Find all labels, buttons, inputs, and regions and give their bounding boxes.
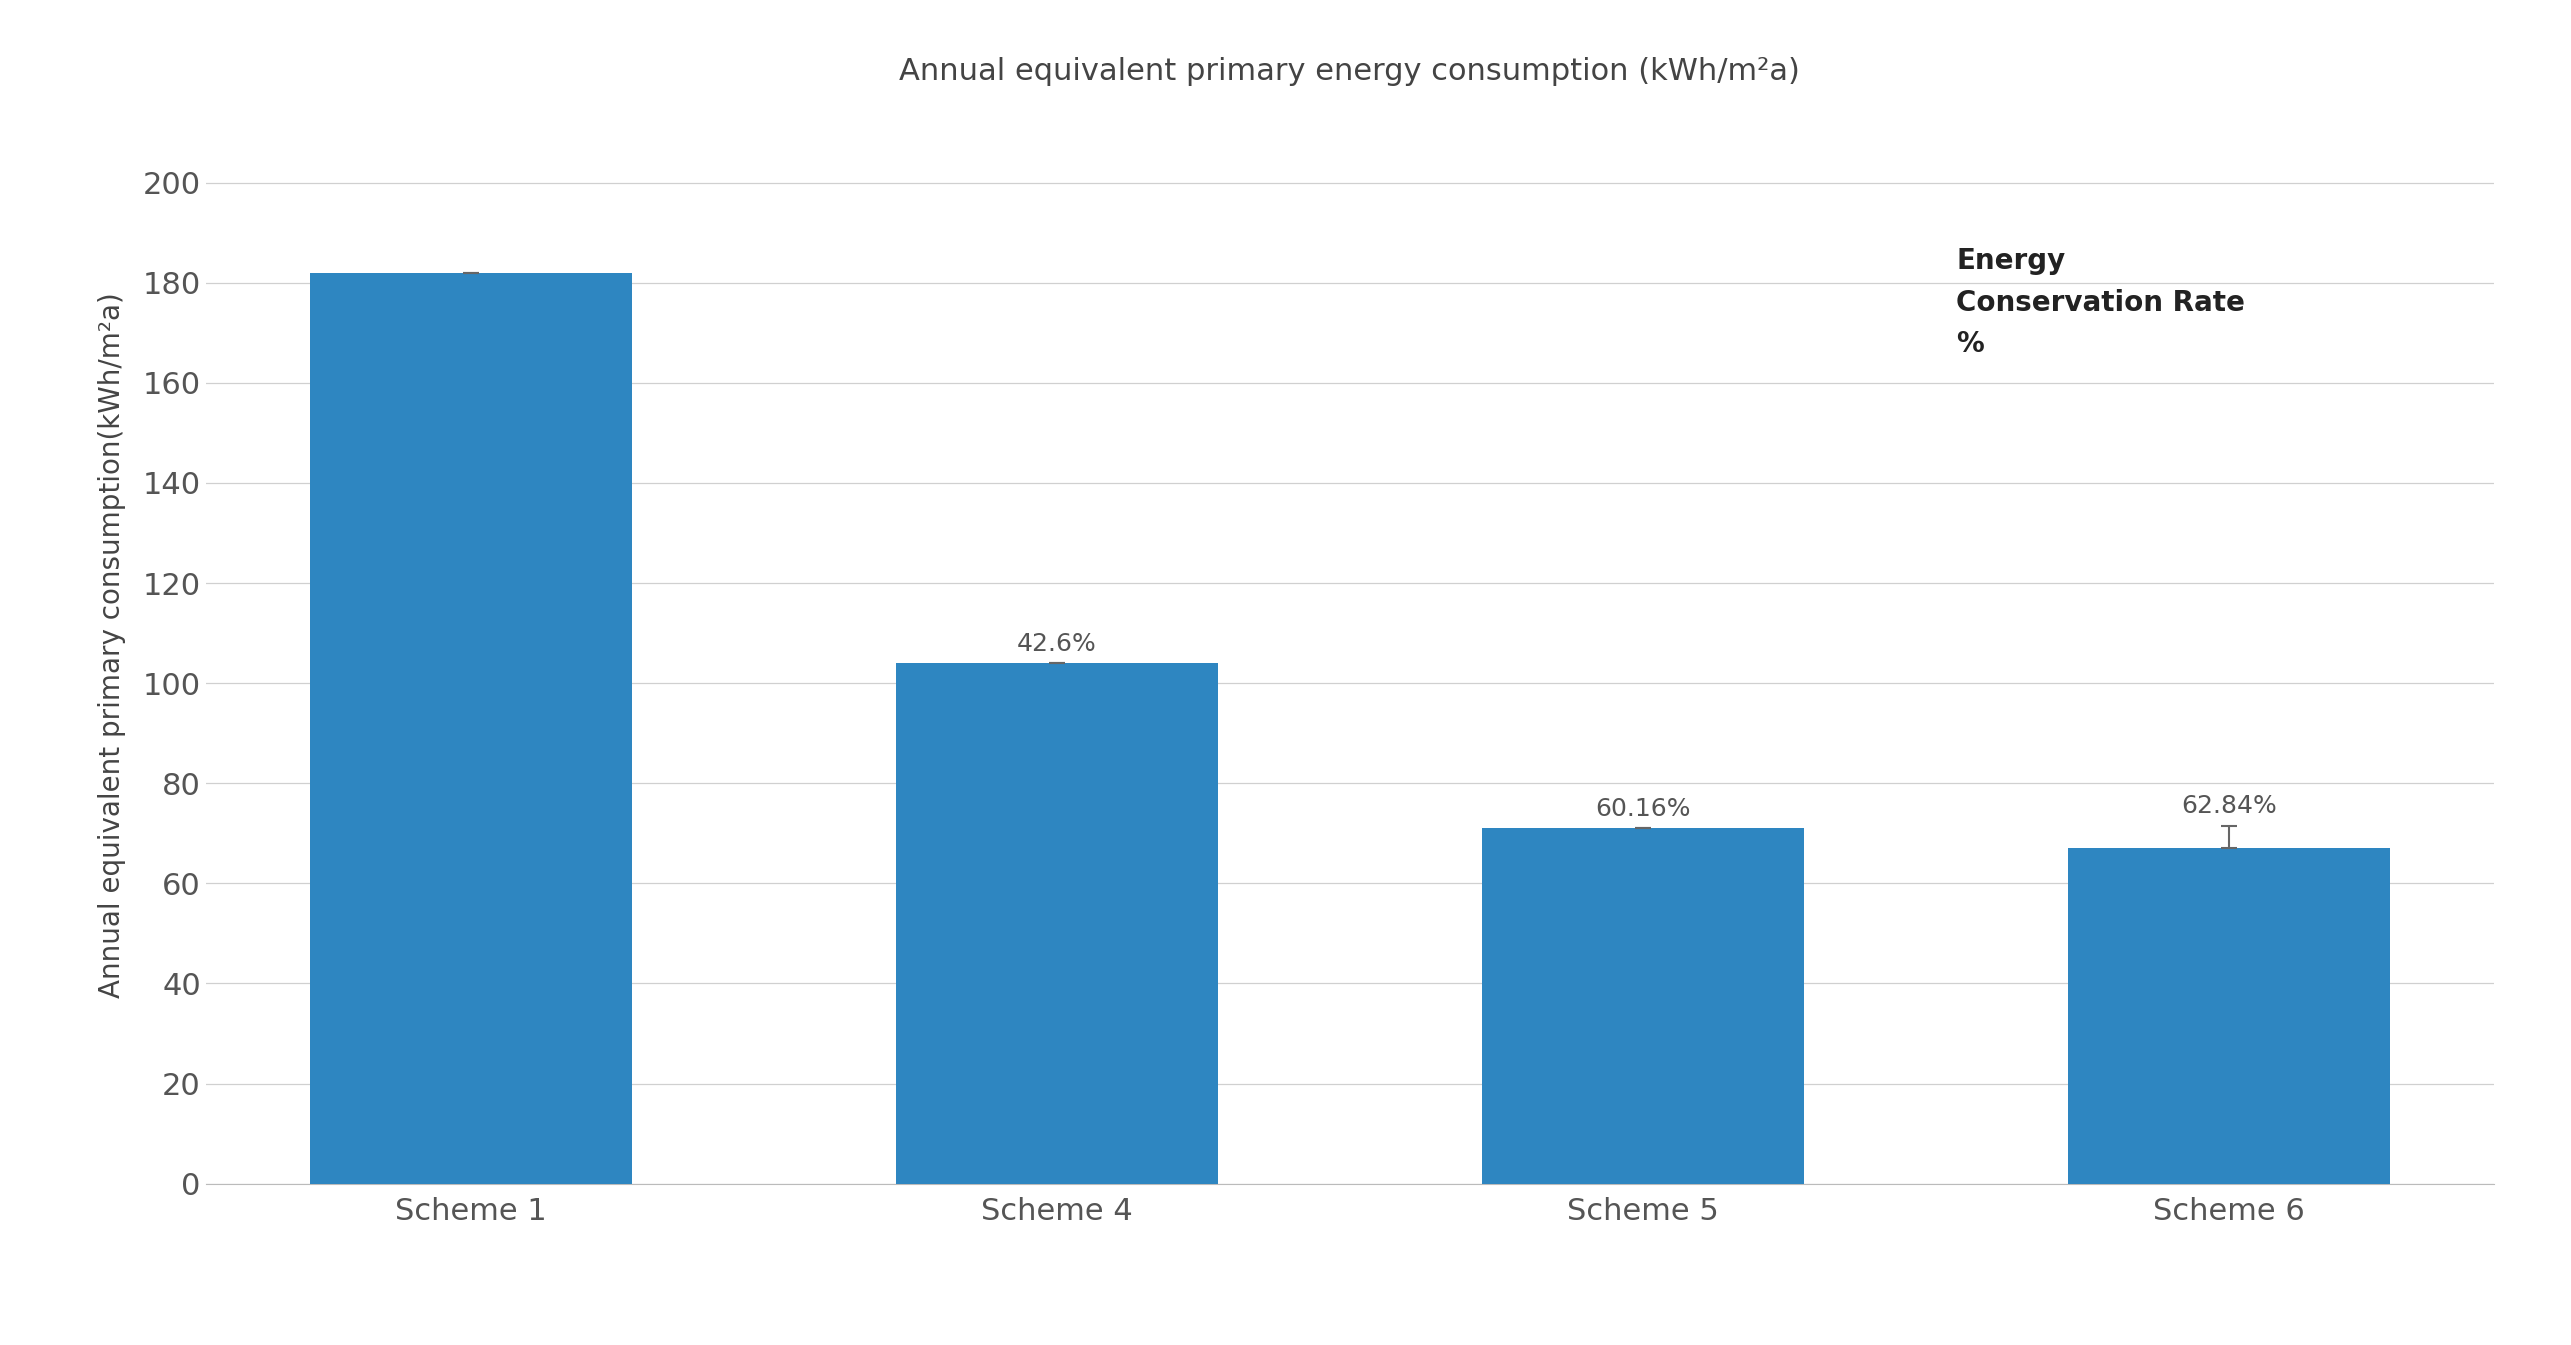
Text: 62.84%: 62.84% xyxy=(2180,795,2275,818)
Bar xyxy=(895,663,1219,1184)
Text: 42.6%: 42.6% xyxy=(1018,632,1098,655)
Bar xyxy=(2067,849,2391,1184)
Y-axis label: Annual equivalent primary consumption(kWh/m²a): Annual equivalent primary consumption(kW… xyxy=(98,293,126,998)
Bar xyxy=(309,273,632,1184)
Title: Annual equivalent primary energy consumption (kWh/m²a): Annual equivalent primary energy consump… xyxy=(900,56,1800,86)
Bar xyxy=(1481,829,1805,1184)
Text: 60.16%: 60.16% xyxy=(1594,796,1692,820)
Text: Energy
Conservation Rate
%: Energy Conservation Rate % xyxy=(1957,247,2244,358)
